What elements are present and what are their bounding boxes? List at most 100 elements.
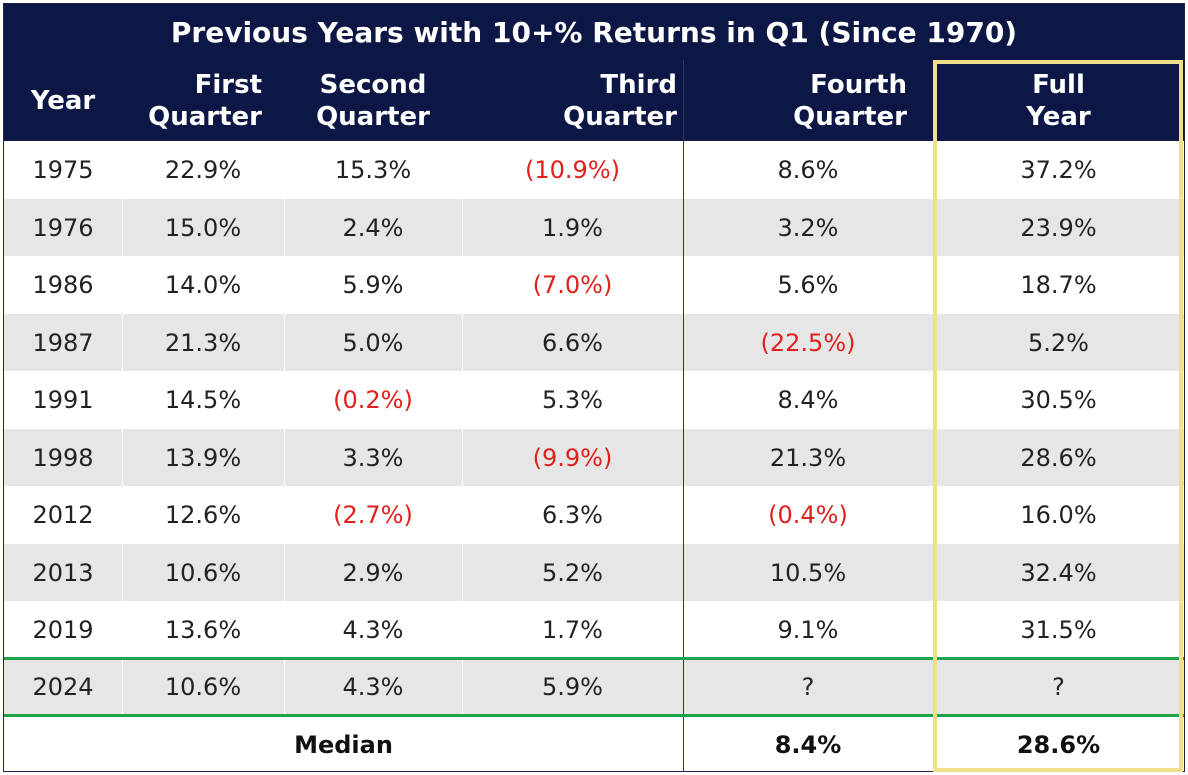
header-second-quarter: Second Quarter [284, 60, 462, 141]
cell-divider [284, 199, 285, 256]
cell-q2: 4.3% [342, 672, 404, 701]
cell-full: 18.7% [1020, 271, 1097, 299]
cell-q3: (9.9%) [532, 443, 613, 472]
cell-q1: 10.6% [164, 672, 242, 701]
cell-q2: 2.9% [342, 558, 404, 587]
cell-divider [462, 659, 463, 714]
cell-q3: 5.3% [542, 386, 603, 414]
table-row: 1976 15.0% 2.4% 1.9% 3.2% 23.9% [4, 199, 1184, 256]
cell-divider [122, 199, 123, 256]
cell-divider [284, 601, 285, 659]
cell-divider [462, 199, 463, 256]
cell-year: 1991 [32, 386, 94, 414]
cell-q4: 9.1% [777, 616, 839, 644]
cell-divider [462, 256, 463, 314]
table-row: 1986 14.0% 5.9% (7.0%) 5.6% 18.7% [4, 256, 1184, 314]
cell-q3: (7.0%) [532, 271, 613, 299]
cell-divider [122, 601, 123, 659]
cell-divider [122, 141, 123, 199]
cell-year: 2012 [32, 501, 94, 529]
column-divider-q4 [683, 60, 684, 772]
header-fourth-quarter: Fourth Quarter [683, 60, 933, 141]
table-row: 1975 22.9% 15.3% (10.9%) 8.6% 37.2% [4, 141, 1184, 199]
table-title: Previous Years with 10+% Returns in Q1 (… [4, 4, 1184, 60]
cell-divider [284, 371, 285, 429]
cell-divider [122, 544, 123, 601]
cell-divider [284, 256, 285, 314]
cell-divider [284, 544, 285, 601]
cell-q4: ? [801, 672, 815, 701]
median-fourth-quarter: 8.4% [774, 730, 842, 759]
cell-year: 1986 [32, 271, 94, 299]
median-full-year: 28.6% [1016, 730, 1101, 759]
cell-full: 37.2% [1020, 156, 1097, 184]
cell-full: 28.6% [1020, 443, 1097, 472]
header-first-quarter-label: First Quarter [148, 69, 262, 132]
cell-q2: 15.3% [334, 156, 412, 184]
cell-q3: (10.9%) [525, 156, 620, 184]
cell-full: 5.2% [1028, 328, 1089, 357]
cell-q4: 3.2% [777, 213, 839, 242]
table-row: 2013 10.6% 2.9% 5.2% 10.5% 32.4% [4, 544, 1184, 601]
cell-divider [122, 256, 123, 314]
cell-divider [462, 601, 463, 659]
cell-divider [462, 429, 463, 486]
current-year-top-border [4, 657, 1184, 660]
header-third-quarter: Third Quarter [462, 60, 683, 141]
cell-divider [122, 659, 123, 714]
cell-full: 31.5% [1020, 616, 1097, 644]
cell-divider [462, 544, 463, 601]
cell-divider [284, 486, 285, 544]
cell-year: 1987 [32, 328, 94, 357]
cell-q2: (2.7%) [333, 501, 413, 529]
cell-full: 16.0% [1020, 501, 1097, 529]
header-third-quarter-label: Third Quarter [563, 69, 677, 132]
table-row: 2012 12.6% (2.7%) 6.3% (0.4%) 16.0% [4, 486, 1184, 544]
cell-q1: 10.6% [164, 558, 242, 587]
cell-year: 2019 [32, 616, 94, 644]
header-year-label: Year [30, 85, 96, 116]
cell-q4: 10.5% [769, 558, 847, 587]
cell-q4: (0.4%) [768, 501, 848, 529]
cell-year: 1998 [32, 443, 94, 472]
cell-q2: 3.3% [342, 443, 404, 472]
table-row: 2024 10.6% 4.3% 5.9%?? [4, 659, 1184, 714]
cell-q2: (0.2%) [333, 386, 413, 414]
table-row: 1991 14.5% (0.2%) 5.3% 8.4% 30.5% [4, 371, 1184, 429]
cell-divider [284, 314, 285, 371]
cell-q3: 1.7% [542, 616, 603, 644]
median-label: Median [294, 730, 393, 759]
cell-q3: 5.2% [542, 558, 603, 587]
cell-q4: 8.4% [777, 386, 839, 414]
cell-divider [122, 486, 123, 544]
cell-divider [122, 371, 123, 429]
cell-q4: 8.6% [777, 156, 839, 184]
cell-divider [284, 429, 285, 486]
cell-divider [122, 429, 123, 486]
cell-full: 32.4% [1020, 558, 1097, 587]
cell-year: 1976 [32, 213, 94, 242]
header-second-quarter-label: Second Quarter [316, 69, 430, 132]
column-divider-full [933, 60, 934, 772]
cell-q1: 13.6% [164, 616, 242, 644]
cell-q2: 5.0% [342, 328, 404, 357]
cell-q1: 13.9% [164, 443, 242, 472]
cell-divider [462, 314, 463, 371]
cell-q4: (22.5%) [760, 328, 856, 357]
cell-q1: 14.5% [164, 386, 242, 414]
cell-q1: 12.6% [164, 501, 242, 529]
cell-q2: 5.9% [342, 271, 404, 299]
cell-divider [462, 486, 463, 544]
cell-year: 2013 [32, 558, 94, 587]
table-frame [3, 3, 1185, 772]
cell-full: 30.5% [1020, 386, 1097, 414]
cell-q2: 2.4% [342, 213, 404, 242]
cell-q1: 21.3% [164, 328, 242, 357]
cell-q3: 6.6% [542, 328, 603, 357]
cell-q3: 1.9% [542, 213, 603, 242]
table-row: 1998 13.9% 3.3% (9.9%) 21.3% 28.6% [4, 429, 1184, 486]
cell-year: 2024 [32, 672, 94, 701]
cell-q4: 5.6% [777, 271, 839, 299]
cell-year: 1975 [32, 156, 94, 184]
cell-q2: 4.3% [342, 616, 404, 644]
